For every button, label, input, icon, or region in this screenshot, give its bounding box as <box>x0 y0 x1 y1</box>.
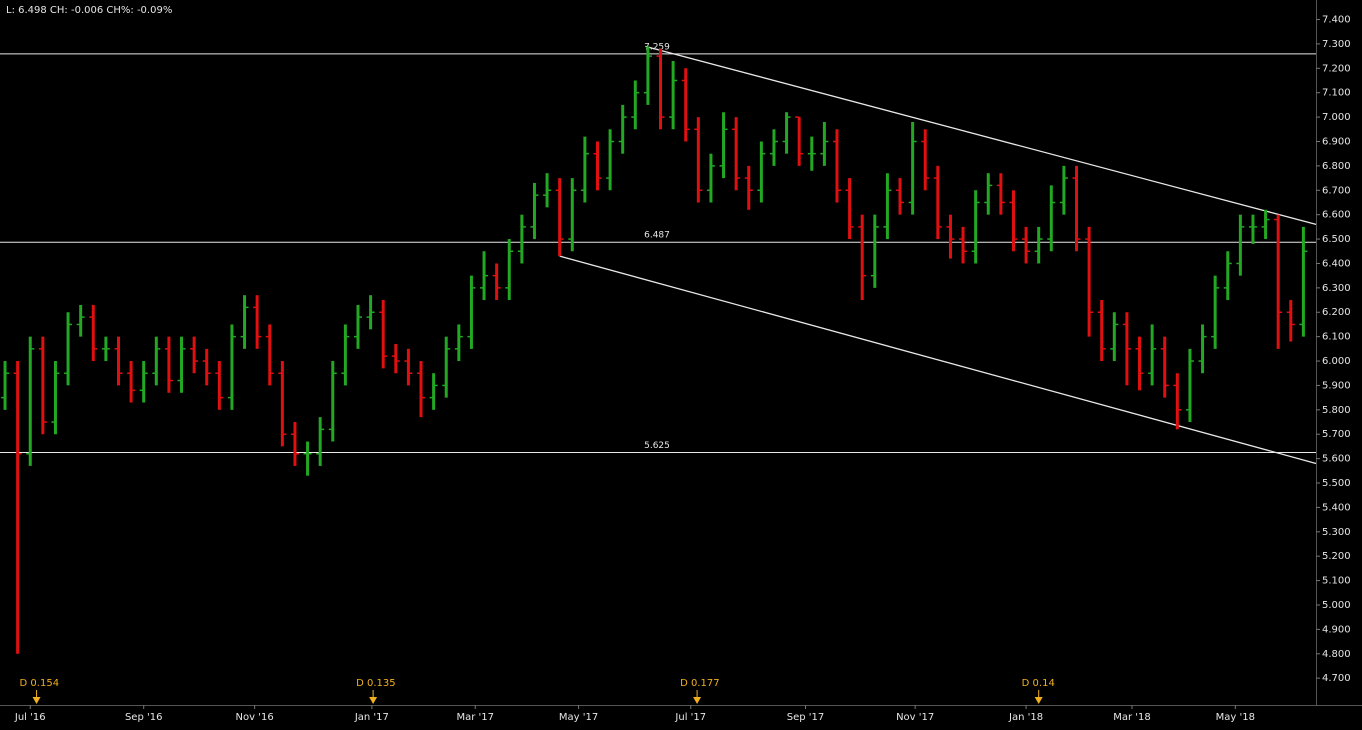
dividend-label: D 0.177 <box>680 678 720 689</box>
dividend-label: D 0.135 <box>356 678 396 689</box>
y-tick-label: 6.400 <box>1322 258 1351 269</box>
y-tick-label: 6.200 <box>1322 307 1351 318</box>
x-tick-label: Jul '17 <box>674 712 706 723</box>
dividend-arrow <box>1034 697 1043 704</box>
x-tick-label: Mar '17 <box>456 712 494 723</box>
price-level-label: 6.487 <box>644 231 670 241</box>
y-tick-label: 5.200 <box>1322 551 1351 562</box>
y-tick-label: 4.900 <box>1322 624 1351 635</box>
x-tick-label: Nov '17 <box>896 712 934 723</box>
y-tick-label: 6.000 <box>1322 356 1351 367</box>
x-tick-label: Nov '16 <box>236 712 274 723</box>
dividend-arrow <box>693 697 702 704</box>
trend-line <box>645 45 1317 226</box>
y-tick-label: 7.300 <box>1322 39 1351 50</box>
dividend-arrow <box>369 697 378 704</box>
dividend-label: D 0.14 <box>1022 678 1055 689</box>
y-tick-label: 5.000 <box>1322 600 1351 611</box>
y-tick-label: 6.700 <box>1322 185 1351 196</box>
x-tick-label: Mar '18 <box>1113 712 1151 723</box>
y-tick-label: 5.500 <box>1322 478 1351 489</box>
x-tick-label: Jul '16 <box>14 712 46 723</box>
y-tick-label: 5.600 <box>1322 454 1351 465</box>
x-tick-label: Jan '18 <box>1008 712 1043 723</box>
y-tick-label: 7.000 <box>1322 112 1351 123</box>
y-tick-label: 7.200 <box>1322 63 1351 74</box>
y-tick-label: 5.700 <box>1322 429 1351 440</box>
y-tick-label: 7.100 <box>1322 88 1351 99</box>
y-tick-label: 6.600 <box>1322 210 1351 221</box>
y-tick-label: 5.800 <box>1322 405 1351 416</box>
price-level-label: 5.625 <box>644 441 670 451</box>
quote-header: L: 6.498 CH: -0.006 CH%: -0.09% <box>6 5 172 16</box>
y-tick-label: 6.800 <box>1322 161 1351 172</box>
y-tick-label: 5.300 <box>1322 527 1351 538</box>
x-tick-label: Sep '17 <box>787 712 825 723</box>
price-level-label: 7.259 <box>644 42 670 52</box>
x-tick-label: May '18 <box>1216 712 1255 723</box>
y-tick-label: 6.100 <box>1322 332 1351 343</box>
y-tick-label: 5.100 <box>1322 576 1351 587</box>
y-tick-label: 4.700 <box>1322 673 1351 684</box>
y-tick-label: 6.300 <box>1322 283 1351 294</box>
dividend-label: D 0.154 <box>20 678 60 689</box>
y-tick-label: 6.900 <box>1322 136 1351 147</box>
x-tick-label: May '17 <box>559 712 598 723</box>
x-tick-label: Jan '17 <box>354 712 389 723</box>
y-tick-label: 4.800 <box>1322 649 1351 660</box>
y-tick-label: 7.400 <box>1322 15 1351 26</box>
y-tick-label: 5.400 <box>1322 502 1351 513</box>
y-tick-label: 5.900 <box>1322 380 1351 391</box>
y-tick-label: 6.500 <box>1322 234 1351 245</box>
x-tick-label: Sep '16 <box>125 712 163 723</box>
trend-line <box>559 255 1317 465</box>
dividend-arrow <box>32 697 41 704</box>
